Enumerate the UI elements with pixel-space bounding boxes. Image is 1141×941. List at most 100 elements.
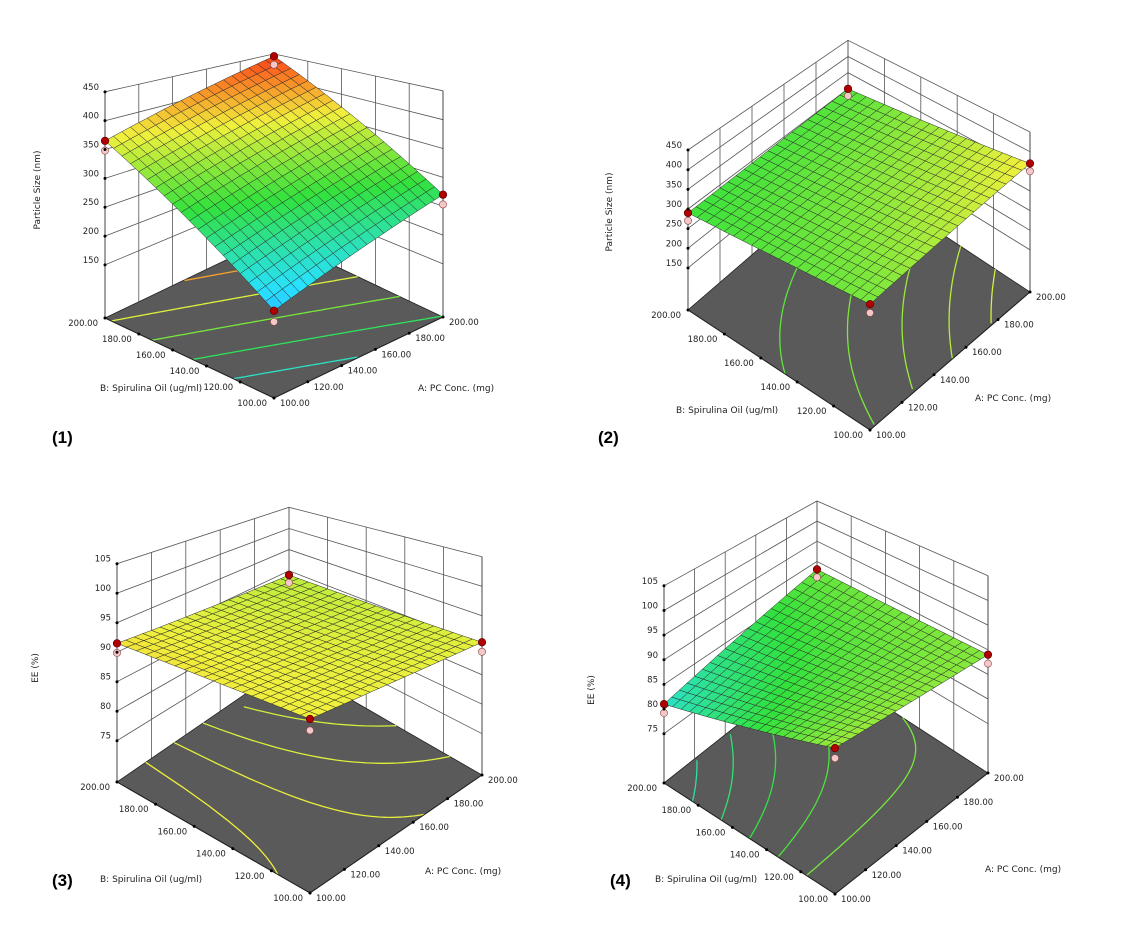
a-tick-mark [868,428,872,432]
wall-gridline [687,39,1031,151]
b-tick-mark [238,380,242,384]
z-tick-mark [662,658,666,662]
b-axis-line [104,317,275,399]
z-tick-mark [103,119,107,123]
b-tick-mark [171,348,175,352]
z-tick-label: 200 [666,239,682,249]
z-tick-mark [662,732,666,736]
contour-line [948,246,962,359]
contour-line [202,722,450,764]
design-point [112,639,122,648]
a-tick-label: 160.00 [381,350,411,360]
design-point-below [306,726,314,735]
a-tick-label: 100.00 [280,399,310,409]
z-tick-mark [662,608,666,612]
wall-gridline [687,72,1031,190]
z-tick-label: 95 [647,626,658,636]
z-tick-label: 100 [642,601,658,611]
b-tick-label: 180.00 [661,806,691,816]
a-tick-label: 160.00 [972,348,1002,358]
a-tick-mark [986,771,990,775]
z-tick-mark [103,176,107,180]
design-point-below [285,578,293,587]
b-tick-label: 120.00 [797,407,827,417]
b-tick-label: 140.00 [730,851,760,861]
z-tick-label: 95 [100,614,111,624]
design-point [477,638,487,647]
a-tick-mark [377,844,381,848]
z-tick-mark [115,591,119,595]
design-point-below [984,659,992,668]
z-tick-mark [662,633,666,637]
a-tick-label: 200.00 [488,776,518,786]
b-tick-mark [730,825,734,829]
z-tick-label: 85 [100,673,111,683]
b-tick-label: 180.00 [119,805,149,815]
design-point [865,300,875,309]
design-point-below [478,647,486,656]
z-tick-label: 80 [647,700,658,710]
b-tick-label: 140.00 [170,367,200,377]
z-tick-label: 250 [666,220,682,230]
z-tick-mark [103,234,107,238]
design-point [438,190,448,199]
a-tick-label: 200.00 [994,774,1024,784]
design-point [1025,159,1035,168]
a-tick-label: 160.00 [419,823,449,833]
contour-line [111,275,358,322]
b-tick-mark [137,332,141,336]
design-point-below [270,317,278,326]
a-axis-title: A: PC Conc. (mg) [425,867,501,877]
z-tick-label: 105 [95,555,111,565]
b-tick-mark [192,824,196,828]
b-tick-label: 100.00 [237,399,267,409]
z-tick-mark [103,148,107,152]
z-tick-label: 450 [666,141,682,151]
b-tick-mark [722,332,726,336]
a-axis-title: A: PC Conc. (mg) [985,865,1061,875]
b-tick-label: 160.00 [696,828,726,838]
a-tick-mark [964,345,968,349]
b-tick-label: 200.00 [80,783,110,793]
surface-panel-3: 75 80 85 90 95 100 105 100.00 120.00 140.00 160.00… [31,506,518,904]
b-tick-mark [696,803,700,807]
b-tick-label: 100.00 [798,895,828,905]
z-tick-label: 350 [666,180,682,190]
contour-line [243,706,397,727]
z-tick-mark [686,168,690,172]
response-surface [687,88,1031,305]
a-tick-mark [900,400,904,404]
b-tick-label: 100.00 [273,894,303,904]
b-tick-label: 180.00 [102,335,132,345]
design-point [305,714,315,724]
a-tick-label: 100.00 [316,894,346,904]
z-tick-label: 200 [83,227,99,237]
b-tick-mark [686,308,690,312]
a-tick-label: 120.00 [350,870,380,880]
wall-gridline [116,528,483,594]
a-tick-mark [306,380,310,384]
z-axis-title: EE (%) [31,653,41,683]
a-tick-mark [480,773,484,777]
b-tick-label: 200.00 [627,784,657,794]
a-tick-mark [932,373,936,377]
z-tick-mark [686,187,690,191]
contour-line [233,356,358,380]
b-axis-line [663,782,836,895]
design-point-below [270,60,278,69]
b-tick-label: 180.00 [688,335,718,345]
a-tick-label: 140.00 [902,847,932,857]
a-tick-mark [955,795,959,799]
wall-gridline [687,56,1031,171]
b-axis-line [687,309,871,431]
a-tick-label: 140.00 [385,847,415,857]
wall-gridline [663,520,989,611]
b-tick-label: 200.00 [651,311,681,321]
b-tick-mark [759,356,763,360]
a-tick-label: 120.00 [314,383,344,393]
contour-line [990,268,996,324]
z-tick-label: 150 [83,256,99,266]
z-tick-label: 300 [666,200,682,210]
a-tick-label: 140.00 [940,376,970,386]
